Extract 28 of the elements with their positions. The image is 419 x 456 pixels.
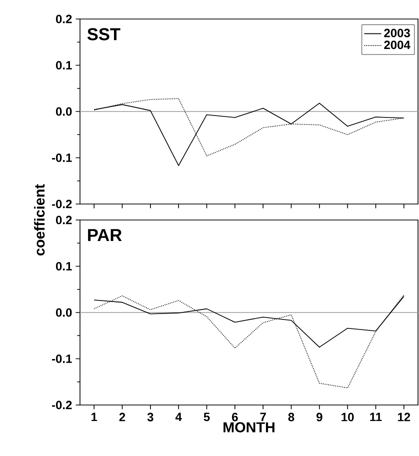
y-tick-label: -0.1 bbox=[52, 354, 72, 363]
x-axis-title: MONTH bbox=[224, 422, 274, 432]
x-tick-label: 4 bbox=[175, 412, 182, 422]
x-tick-label: 7 bbox=[260, 412, 266, 422]
chart-title: SST bbox=[87, 28, 120, 40]
y-tick-label: 0.0 bbox=[56, 308, 72, 317]
x-tick-label: 2 bbox=[119, 412, 126, 422]
x-tick-label: 8 bbox=[288, 412, 294, 422]
chart-title: PAR bbox=[88, 229, 122, 241]
legend-label: 2004 bbox=[384, 40, 410, 50]
y-tick-label: -0.1 bbox=[52, 154, 72, 162]
y-tick-label: 0.1 bbox=[56, 61, 72, 70]
y-tick-label: -0.2 bbox=[52, 200, 72, 208]
y-tick-label: 0.1 bbox=[56, 262, 72, 270]
y-tick-label: -0.2 bbox=[52, 400, 72, 410]
x-tick-label: 6 bbox=[232, 412, 238, 422]
x-tick-label: 11 bbox=[370, 412, 382, 422]
x-tick-label: 9 bbox=[316, 412, 322, 422]
y-tick-label: 0.2 bbox=[56, 14, 72, 24]
x-tick-label: 5 bbox=[204, 412, 210, 422]
x-tick-label: 12 bbox=[398, 412, 410, 422]
x-tick-label: 10 bbox=[342, 412, 354, 422]
x-tick-label: 3 bbox=[147, 412, 154, 422]
y-tick-label: 0.0 bbox=[56, 107, 72, 116]
y-tick-label: 0.2 bbox=[56, 216, 72, 224]
y-axis-title: coefficient bbox=[34, 184, 45, 256]
legend-label: 2003 bbox=[384, 28, 410, 38]
x-tick-label: 1 bbox=[91, 412, 98, 422]
